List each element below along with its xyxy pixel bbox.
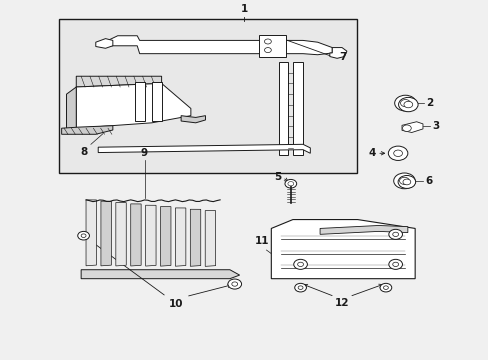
Text: 8: 8 [80, 147, 87, 157]
Bar [293, 62, 303, 155]
Text: 3: 3 [431, 121, 439, 131]
Text: 7: 7 [339, 51, 346, 62]
Circle shape [397, 175, 415, 188]
Bar [59, 19, 356, 173]
Circle shape [402, 125, 410, 131]
Polygon shape [152, 82, 161, 121]
Polygon shape [101, 201, 111, 266]
Polygon shape [66, 87, 76, 134]
Circle shape [402, 179, 410, 185]
Polygon shape [160, 207, 171, 266]
Text: 10: 10 [169, 299, 183, 309]
Circle shape [398, 97, 417, 112]
Circle shape [383, 286, 387, 289]
Circle shape [293, 259, 307, 269]
Polygon shape [61, 126, 113, 134]
Polygon shape [81, 270, 239, 279]
Circle shape [81, 234, 86, 238]
Polygon shape [98, 144, 310, 153]
Polygon shape [116, 203, 126, 266]
Polygon shape [175, 208, 185, 266]
Circle shape [392, 232, 398, 237]
Polygon shape [271, 220, 414, 279]
Polygon shape [135, 82, 144, 121]
Circle shape [294, 283, 306, 292]
Circle shape [399, 177, 408, 184]
Polygon shape [96, 39, 113, 48]
Circle shape [400, 99, 409, 107]
Circle shape [264, 39, 271, 44]
Text: 6: 6 [424, 176, 431, 186]
Circle shape [387, 146, 407, 161]
Polygon shape [181, 116, 205, 123]
Circle shape [388, 259, 402, 269]
Circle shape [393, 150, 402, 157]
Polygon shape [145, 205, 156, 266]
Polygon shape [190, 209, 201, 266]
Polygon shape [329, 48, 346, 58]
Circle shape [403, 101, 412, 108]
Circle shape [264, 48, 271, 53]
Text: 1: 1 [241, 4, 247, 14]
Text: 9: 9 [141, 148, 148, 158]
Polygon shape [108, 36, 331, 55]
Circle shape [227, 279, 241, 289]
Circle shape [285, 179, 296, 188]
Text: 5: 5 [273, 172, 281, 182]
Bar [278, 62, 288, 155]
Circle shape [394, 95, 415, 111]
Polygon shape [130, 204, 141, 266]
Circle shape [392, 262, 398, 266]
Polygon shape [86, 200, 96, 266]
Circle shape [379, 283, 391, 292]
Text: 12: 12 [334, 298, 348, 308]
Text: 2: 2 [425, 98, 432, 108]
Circle shape [297, 262, 303, 266]
Text: 4: 4 [368, 148, 375, 158]
Polygon shape [76, 76, 161, 87]
Polygon shape [320, 225, 407, 234]
Circle shape [78, 231, 89, 240]
Circle shape [231, 282, 237, 286]
Polygon shape [205, 211, 215, 266]
Circle shape [393, 173, 414, 189]
Circle shape [388, 229, 402, 239]
Polygon shape [76, 84, 190, 128]
Circle shape [287, 181, 293, 186]
Bar [259, 35, 285, 57]
Polygon shape [401, 122, 422, 132]
Circle shape [298, 286, 303, 289]
Text: 11: 11 [254, 237, 268, 247]
